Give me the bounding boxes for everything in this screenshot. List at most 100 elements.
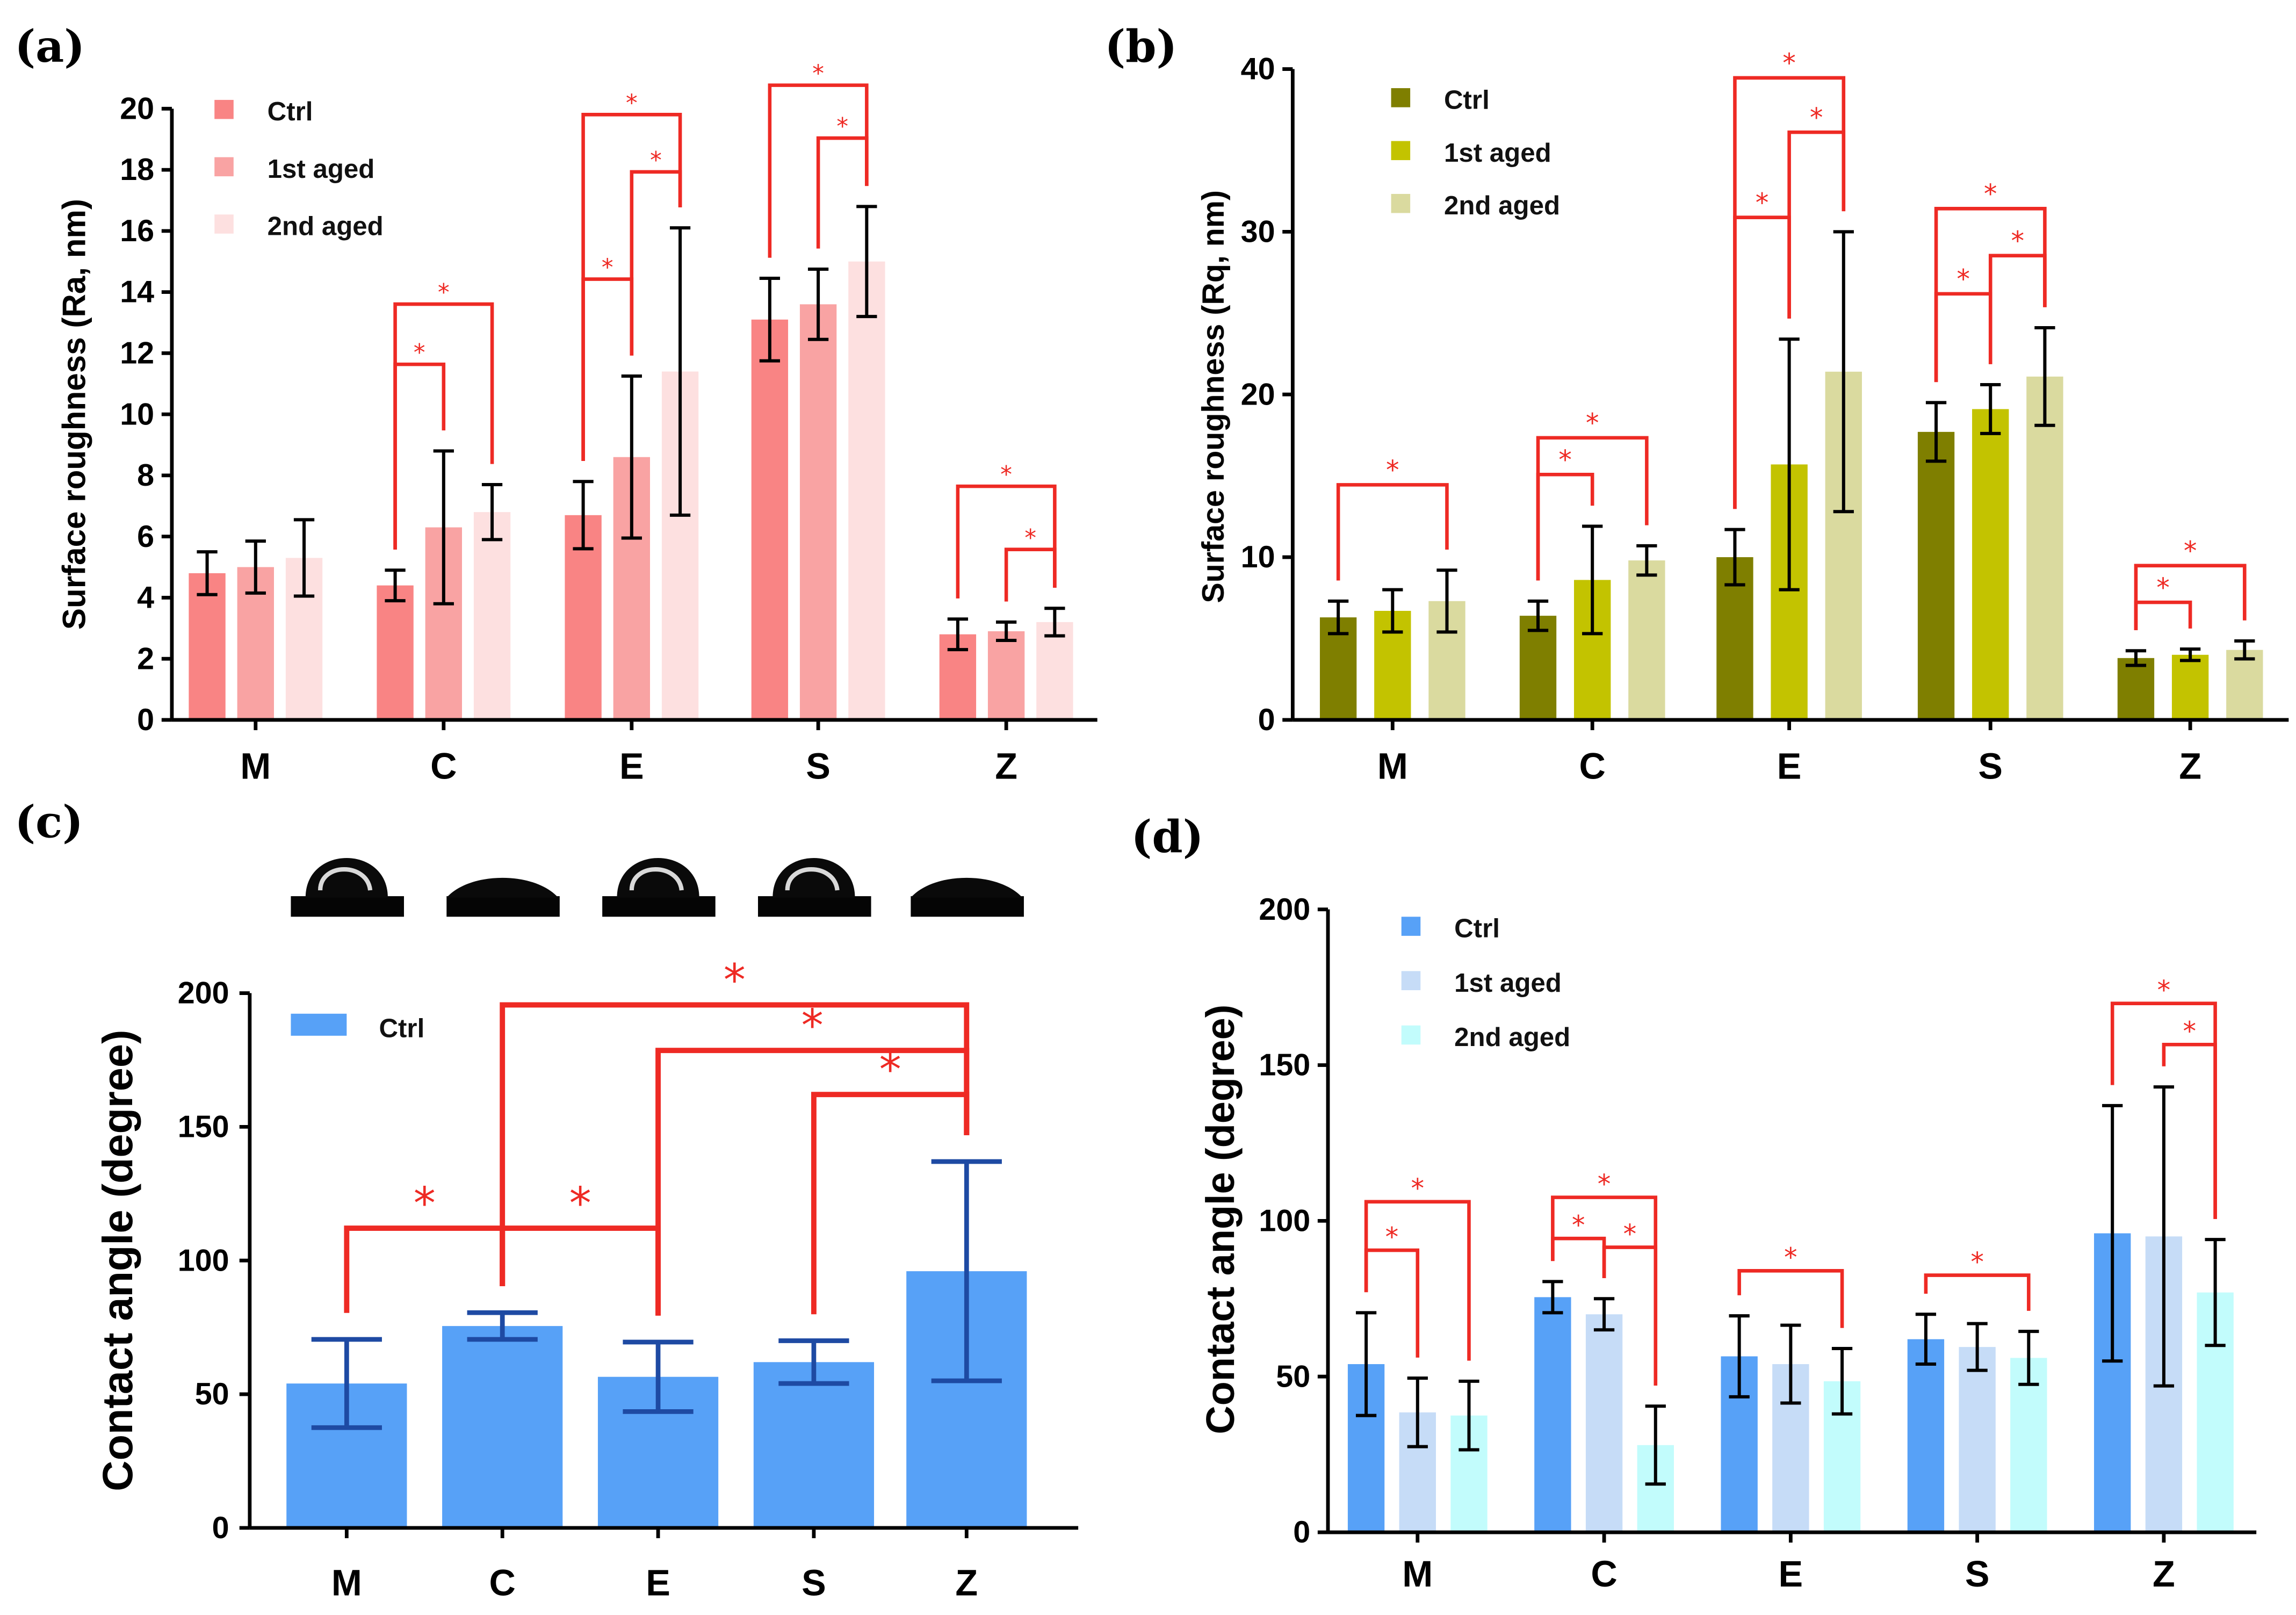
bar-M-0 [189, 573, 226, 720]
bar-S-0 [1907, 1339, 1945, 1533]
significance-bracket [2162, 1042, 2217, 1219]
category-label-M: M [1377, 746, 1408, 787]
y-tick-label: 0 [212, 1511, 229, 1545]
significance-star: * [569, 1178, 591, 1229]
bar-C-0 [1519, 616, 1557, 720]
significance-star: * [1956, 263, 1970, 294]
y-tick-label: 20 [1241, 377, 1275, 412]
significance-bracket [816, 136, 869, 249]
category-label-C: C [430, 746, 457, 787]
significance-star: * [1411, 1173, 1424, 1204]
droplet-shape [911, 877, 1023, 898]
significance-bracket [1934, 292, 1992, 383]
category-label-Z: Z [955, 1563, 978, 1604]
significance-star: * [1784, 1242, 1797, 1273]
legend-swatch [1401, 1025, 1421, 1045]
y-tick-label: 100 [178, 1243, 229, 1278]
legend-label: 1st aged [1454, 968, 1562, 998]
legend-swatch [291, 1013, 347, 1036]
y-tick-label: 50 [195, 1377, 229, 1411]
significance-star: * [1386, 455, 1399, 486]
significance-star: * [1586, 407, 1599, 438]
significance-star: * [1000, 461, 1012, 488]
significance-star: * [2183, 1015, 2196, 1047]
category-label-Z: Z [995, 746, 1017, 787]
category-label-M: M [331, 1563, 362, 1604]
panel-letter: (d) [1131, 811, 1204, 863]
droplet-highlight [785, 867, 840, 891]
significance-star: * [1810, 102, 1823, 133]
y-tick-label: 18 [120, 153, 154, 187]
category-label-Z: Z [2179, 746, 2201, 787]
panel-c: (c) Contact angle (degree) 0 50 100 150 200 M C E… [15, 797, 1079, 1604]
y-tick-label: 0 [1293, 1515, 1310, 1549]
bar-Z-0 [2117, 658, 2155, 720]
significance-star: * [2184, 535, 2197, 566]
droplet-substrate [602, 896, 716, 917]
droplet-high-image [758, 857, 871, 917]
legend-label: 1st aged [268, 154, 375, 184]
y-tick-label: 12 [120, 336, 154, 371]
significance-star: * [1558, 444, 1572, 475]
category-label-S: S [806, 746, 831, 787]
y-tick-label: 40 [1241, 52, 1275, 86]
significance-star: * [626, 89, 638, 117]
y-tick-label: 150 [1259, 1048, 1310, 1083]
category-label-M: M [240, 746, 271, 787]
significance-star: * [1024, 524, 1036, 552]
legend-swatch [1391, 88, 1411, 107]
category-label-C: C [1591, 1554, 1617, 1595]
y-tick-label: 2 [137, 641, 154, 676]
droplet-flat-image [911, 877, 1024, 917]
significance-star: * [836, 113, 848, 140]
y-axis-label: Surface roughness (Rq, nm) [1196, 190, 1231, 603]
y-tick-label: 4 [137, 581, 154, 615]
category-label-E: E [1779, 1554, 1803, 1595]
y-tick-label: 150 [178, 1110, 229, 1144]
significance-star: * [1572, 1209, 1585, 1241]
y-tick-label: 200 [1259, 892, 1310, 927]
legend-label: Ctrl [1454, 914, 1500, 943]
bar-C-2 [1628, 560, 1665, 720]
significance-bracket [393, 302, 494, 550]
panel-b: (b) Surface roughness (Rq, nm) 0 10 20 30 40 M C… [1104, 21, 2289, 787]
significance-bracket [1364, 1248, 1420, 1358]
y-tick-label: 0 [1258, 703, 1275, 737]
panel-letter: (a) [15, 21, 85, 73]
legend-label: Ctrl [379, 1014, 425, 1043]
bar-Z-2 [2226, 650, 2263, 720]
significance-bracket [581, 113, 682, 461]
y-tick-label: 16 [120, 214, 154, 248]
significance-star: * [414, 339, 425, 366]
significance-star: * [1385, 1221, 1399, 1252]
significance-star: * [2157, 975, 2171, 1006]
y-tick-label: 8 [137, 458, 154, 493]
significance-star: * [879, 1044, 901, 1095]
droplet-highlight [629, 867, 684, 891]
significance-bracket [1536, 436, 1649, 581]
significance-star: * [1970, 1246, 1984, 1277]
y-tick-label: 14 [120, 275, 154, 309]
droplet-flat-image [446, 877, 560, 917]
category-label-S: S [1965, 1554, 1990, 1595]
y-tick-label: 200 [178, 976, 229, 1011]
panel-letter: (c) [15, 797, 83, 848]
droplet-substrate [911, 896, 1024, 917]
legend-swatch [214, 99, 234, 119]
bar-C-0 [377, 585, 414, 720]
legend-swatch [1391, 141, 1411, 161]
droplet-shape [305, 857, 388, 898]
bar-Z-1 [987, 631, 1025, 720]
legend-label: 2nd aged [268, 212, 384, 241]
significance-bracket [1733, 76, 1846, 509]
bar-S-0 [753, 1362, 875, 1528]
significance-bracket [768, 83, 869, 258]
y-axis-label: Surface roughness (Ra, nm) [56, 199, 92, 630]
category-label-E: E [646, 1563, 670, 1604]
bar-C-0 [442, 1326, 563, 1528]
bar-C-0 [1534, 1297, 1571, 1533]
droplet-substrate [758, 896, 871, 917]
legend-label: 2nd aged [1454, 1022, 1570, 1052]
significance-bracket [1737, 1269, 1844, 1328]
bar-S-2 [848, 261, 885, 720]
